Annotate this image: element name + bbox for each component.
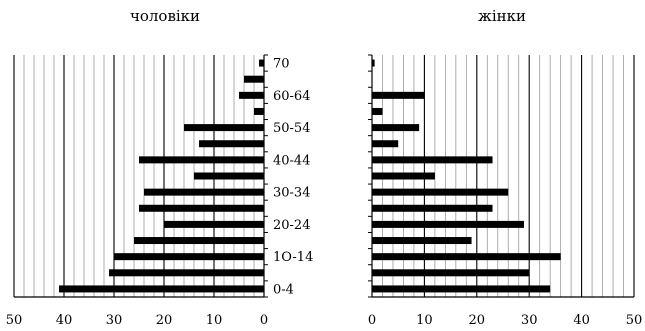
female-bar: [372, 173, 435, 180]
female-bar: [372, 253, 561, 260]
male-bar: [144, 189, 264, 196]
male-bar: [194, 173, 264, 180]
male-panel-title: чоловіки: [130, 7, 200, 25]
male-category-label: 0-4: [273, 282, 294, 297]
male-bar: [199, 140, 264, 147]
male-bar: [184, 124, 264, 131]
male-category-label: 50-54: [273, 121, 310, 136]
male-bars: [59, 60, 264, 293]
female-x-tick-label: 30: [521, 313, 538, 328]
male-y-ticks: 0-4 1O-14 20-24 30-34 40-44 50-54 60-64 70: [273, 57, 313, 298]
female-bar: [372, 124, 419, 131]
male-bar: [139, 156, 264, 163]
male-x-tick-label: 40: [56, 313, 73, 328]
male-category-label: 1O-14: [273, 250, 313, 265]
female-x-tick-label: 50: [626, 313, 643, 328]
male-bar: [244, 76, 264, 83]
male-category-label: 70: [273, 57, 290, 72]
female-bar: [372, 237, 472, 244]
male-panel: чоловіки 0 10 20 30 40 50 0-4 1O-14 20-24 30-34 4…: [6, 7, 314, 328]
male-x-tick-label: 0: [260, 313, 268, 328]
female-bar: [372, 221, 524, 228]
female-x-tick-label: 10: [416, 313, 433, 328]
male-bar: [114, 253, 264, 260]
female-panel-title: жінки: [478, 7, 526, 25]
female-bar: [372, 205, 493, 212]
female-x-tick-label: 40: [573, 313, 590, 328]
female-panel: жінки 0 10 20 30 40 50: [368, 7, 642, 328]
male-category-label: 60-64: [273, 89, 310, 104]
male-bar: [239, 92, 264, 99]
female-bar: [372, 140, 398, 147]
male-category-label: 40-44: [273, 153, 310, 168]
male-x-tick-label: 30: [106, 313, 123, 328]
male-x-tick-label: 10: [206, 313, 223, 328]
male-bar: [259, 60, 264, 67]
male-x-tick-label: 50: [6, 313, 23, 328]
male-bar: [164, 221, 264, 228]
female-bar: [372, 269, 529, 276]
female-bar: [372, 285, 550, 292]
female-bar: [372, 108, 382, 115]
male-category-label: 20-24: [273, 218, 310, 233]
male-bar: [109, 269, 264, 276]
male-x-ticks: 0 10 20 30 40 50: [6, 313, 268, 328]
female-x-tick-label: 0: [368, 313, 376, 328]
female-x-ticks: 0 10 20 30 40 50: [368, 313, 642, 328]
female-x-tick-label: 20: [469, 313, 486, 328]
female-bar: [372, 156, 493, 163]
male-bar: [134, 237, 264, 244]
female-bar: [372, 92, 424, 99]
male-bar: [254, 108, 264, 115]
male-category-label: 30-34: [273, 186, 310, 201]
female-bar: [372, 189, 508, 196]
male-bar: [59, 285, 264, 292]
male-x-tick-label: 20: [156, 313, 173, 328]
male-bar: [139, 205, 264, 212]
